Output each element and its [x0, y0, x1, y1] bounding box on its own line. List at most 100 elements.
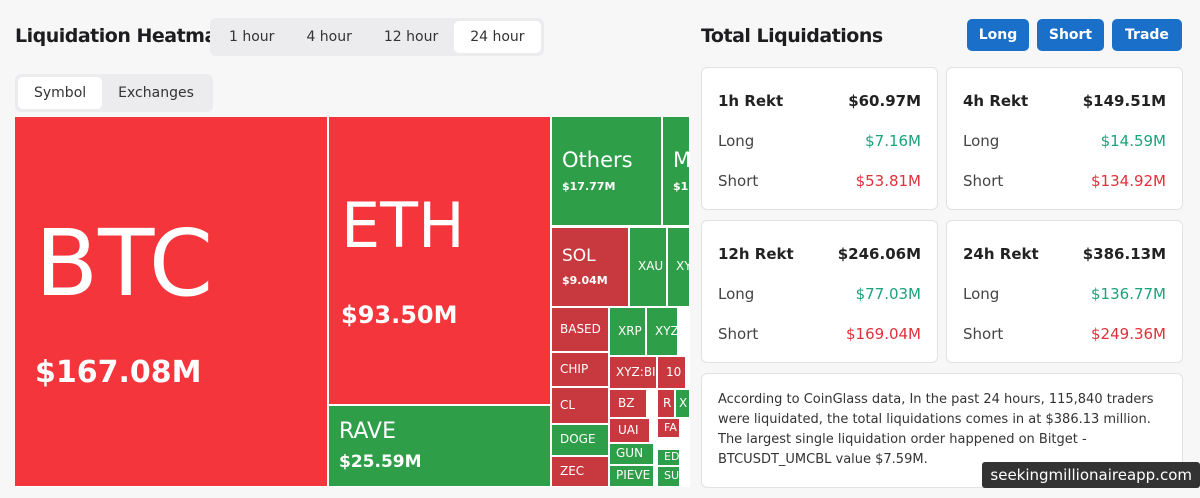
summary-line: The largest single liquidation order hap…: [718, 432, 1087, 467]
treemap-tile[interactable]: XRP: [610, 308, 646, 356]
tile-label: ETH: [341, 189, 465, 263]
treemap-tile[interactable]: BZ: [610, 390, 647, 418]
view-tab[interactable]: Exchanges: [118, 85, 194, 101]
tile-label: XRP: [618, 323, 642, 338]
stat-card: 1h Rekt $60.97M Long $7.16M Short $53.81M: [701, 67, 938, 210]
tile-label: XYZ: [655, 323, 678, 338]
button[interactable]: Trade: [1112, 19, 1182, 51]
timeframe-tab[interactable]: 12 hour: [383, 29, 439, 45]
tile-value: $17.77M: [562, 180, 616, 194]
tile-label: CHIP: [560, 361, 589, 376]
button[interactable]: Long: [967, 19, 1029, 51]
stat-value: $149.51M: [1082, 92, 1166, 110]
tile-value: $9.04M: [562, 273, 608, 287]
treemap-tile[interactable]: XY: [668, 228, 690, 307]
treemap-tile[interactable]: CHIP: [552, 353, 609, 387]
tile-label: R: [663, 395, 672, 410]
stat-value: $246.06M: [837, 245, 921, 263]
stat-value: $7.16M: [865, 132, 921, 150]
stat-label: Long: [963, 132, 1000, 150]
tile-label: CL: [560, 397, 576, 412]
treemap-tile[interactable]: M $12: [663, 117, 690, 226]
stat-value: $60.97M: [848, 92, 921, 110]
treemap-tile[interactable]: FA: [658, 419, 680, 438]
tile-label: XAU: [638, 259, 664, 274]
tile-value: $93.50M: [341, 300, 458, 329]
stat-value: $134.92M: [1091, 172, 1166, 190]
treemap-tile[interactable]: PIEVE: [610, 466, 654, 487]
tile-value: $12: [673, 180, 689, 194]
treemap-tile[interactable]: Others $17.77M: [552, 117, 662, 226]
tile-label: GUN: [616, 446, 644, 461]
tile-label: SU: [664, 469, 680, 483]
treemap: BTC $167.08M ETH $93.50M RAVE $25.59M Others $1…: [15, 117, 690, 487]
stat-row: Long $136.77M: [963, 285, 1166, 303]
treemap-tile[interactable]: CL: [552, 388, 609, 424]
stat-row: 24h Rekt $386.13M: [963, 245, 1166, 263]
stat-label: Long: [718, 132, 755, 150]
stat-label: Short: [963, 172, 1004, 190]
stat-row: Short $249.36M: [963, 325, 1166, 343]
treemap-tile[interactable]: ETH $93.50M: [329, 117, 551, 405]
stat-label: 24h Rekt: [963, 245, 1039, 263]
stat-label: 12h Rekt: [718, 245, 794, 263]
tile-label: SOL: [562, 246, 596, 267]
tile-value: $25.59M: [339, 452, 422, 473]
tile-label: BASED: [560, 321, 601, 336]
stat-value: $169.04M: [846, 325, 921, 343]
stat-row: 1h Rekt $60.97M: [718, 92, 921, 110]
timeframe-tab[interactable]: 1 hour: [229, 29, 275, 45]
stat-card: 12h Rekt $246.06M Long $77.03M Short $169.04M: [701, 220, 938, 363]
treemap-tile[interactable]: BTC $167.08M: [15, 117, 328, 487]
stat-label: Short: [718, 325, 759, 343]
treemap-tile[interactable]: ZEC: [552, 457, 609, 487]
tile-label: XYZ:BI: [616, 364, 656, 379]
stat-row: Short $169.04M: [718, 325, 921, 343]
timeframe-tabs: 1 hour 4 hour 12 hour 24 hour: [210, 18, 544, 56]
treemap-tile[interactable]: RAVE $25.59M: [329, 406, 551, 487]
treemap-tile[interactable]: XAU: [630, 228, 667, 307]
tile-label: PIEVE: [616, 468, 651, 483]
tile-label: ZEC: [560, 463, 585, 478]
stat-value: $386.13M: [1082, 245, 1166, 263]
view-tabs: Symbol Exchanges: [15, 74, 213, 112]
treemap-tile[interactable]: SOL $9.04M: [552, 228, 629, 307]
tile-label: M: [673, 147, 690, 172]
summary-line: According to CoinGlass data, In the past…: [718, 392, 1154, 427]
treemap-tile[interactable]: X: [676, 390, 690, 418]
stat-row: Long $77.03M: [718, 285, 921, 303]
stat-card: 24h Rekt $386.13M Long $136.77M Short $249.36…: [946, 220, 1183, 363]
treemap-tile[interactable]: ED: [658, 450, 680, 466]
timeframe-tab[interactable]: 24 hour: [454, 21, 541, 53]
treemap-tile[interactable]: BASED: [552, 308, 609, 352]
treemap-tile[interactable]: SU: [658, 467, 680, 487]
treemap-tile[interactable]: DOGE: [552, 425, 609, 456]
stat-label: Short: [718, 172, 759, 190]
stat-label: Long: [963, 285, 1000, 303]
treemap-tile[interactable]: 10: [658, 357, 686, 389]
tile-label: BTC: [35, 210, 214, 318]
stat-row: Long $14.59M: [963, 132, 1166, 150]
view-tab[interactable]: Symbol: [18, 77, 103, 109]
stat-value: $14.59M: [1100, 132, 1166, 150]
treemap-tile[interactable]: UAI: [610, 419, 650, 443]
tile-label: UAI: [618, 422, 639, 437]
tile-label: DOGE: [560, 432, 596, 447]
stat-row: 4h Rekt $149.51M: [963, 92, 1166, 110]
button[interactable]: Short: [1037, 19, 1104, 51]
stat-value: $77.03M: [855, 285, 921, 303]
treemap-tile[interactable]: R: [658, 390, 675, 418]
stat-row: 12h Rekt $246.06M: [718, 245, 921, 263]
timeframe-tab[interactable]: 4 hour: [306, 29, 352, 45]
treemap-tile[interactable]: GUN: [610, 444, 654, 465]
stat-row: Short $134.92M: [963, 172, 1166, 190]
stat-card: 4h Rekt $149.51M Long $14.59M Short $134.92M: [946, 67, 1183, 210]
treemap-tile[interactable]: XYZ:BI: [610, 357, 657, 389]
watermark: seekingmillionaireapp.com: [982, 462, 1200, 488]
stat-row: Long $7.16M: [718, 132, 921, 150]
stat-label: Long: [718, 285, 755, 303]
treemap-tile[interactable]: XYZ: [647, 308, 678, 356]
stat-label: Short: [963, 325, 1004, 343]
summary: According to CoinGlass data, In the past…: [701, 373, 1183, 488]
tile-label: Others: [562, 147, 633, 172]
